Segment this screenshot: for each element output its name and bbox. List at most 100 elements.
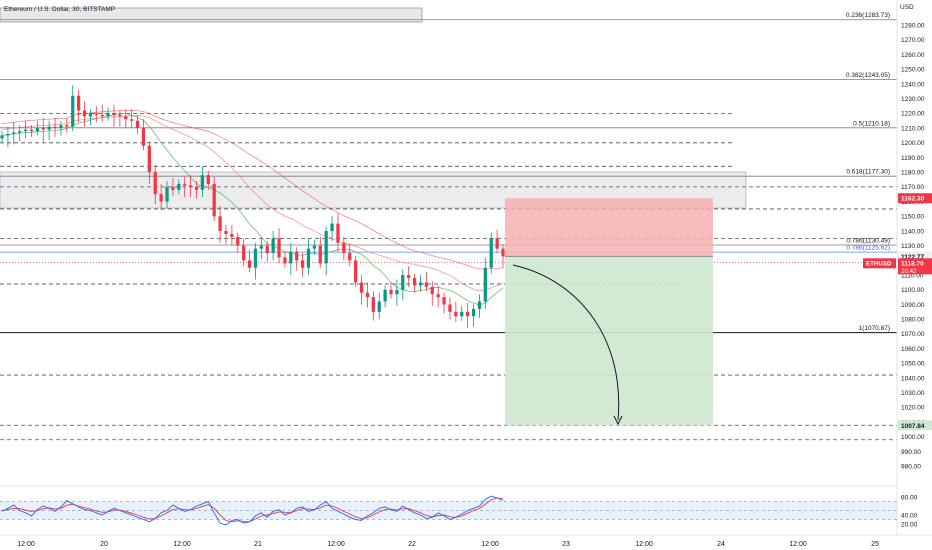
rsi-tick-label: 80.00 (901, 494, 918, 501)
rsi-band (0, 501, 897, 520)
candle-body (495, 238, 499, 249)
candle-body (436, 294, 440, 298)
candle-body (448, 304, 452, 312)
price-tick-label: 990.00 (901, 449, 921, 456)
candle-body (371, 297, 375, 312)
price-tick-label: 1190.00 (901, 155, 924, 162)
candle-body (0, 135, 4, 139)
candle-body (159, 194, 163, 202)
candle-body (283, 257, 287, 264)
candle-body (359, 282, 364, 293)
candle-body (188, 185, 193, 187)
entry-price-tag-bg (898, 251, 932, 262)
candle-body (442, 297, 446, 305)
arrow-head-icon (613, 415, 623, 426)
candle-body (35, 128, 39, 132)
ma-mid-line (1, 114, 504, 292)
candle-body (259, 245, 263, 249)
candle-body (377, 301, 381, 312)
time-axis[interactable]: 12:00 20 12:00 21 12:00 22 12:00 23 12:00 24 12:00… (0, 534, 932, 548)
price-tick-label: 1170.00 (901, 184, 924, 191)
candle-body (407, 275, 411, 279)
candle-body (6, 133, 10, 136)
rsi-ma-line (1, 497, 504, 523)
entry-price-tag: 1122.77 (901, 254, 925, 261)
price-tick-label: 1230.00 (901, 96, 925, 103)
candle-body (147, 145, 151, 173)
target-price-tag: 1007.84 (901, 423, 925, 430)
time-tick-label: 12:00 (789, 541, 807, 548)
candle-body (389, 289, 393, 295)
candle-body (336, 223, 340, 243)
price-tick-label: 1220.00 (901, 111, 925, 118)
candle-body (218, 216, 222, 231)
candle-body (265, 245, 269, 254)
rsi-tick-label: 40.00 (901, 512, 918, 519)
candle-body (466, 311, 470, 317)
candle-body (177, 183, 181, 190)
price-tick-label: 1150.00 (901, 214, 924, 221)
candle-body (23, 129, 28, 132)
symbol-tag: ETHUSD (866, 260, 892, 267)
price-tick-label: 1140.00 (901, 228, 924, 235)
candle-body (135, 120, 140, 129)
candle-body (183, 183, 187, 186)
price-axis[interactable]: 980.00990.001000.001010.001020.001030.00… (863, 0, 932, 535)
price-tick-label: 1240.00 (901, 81, 925, 88)
candle-body (18, 131, 22, 133)
take-profit-zone (505, 256, 713, 426)
candle-body (112, 113, 116, 115)
time-tick-label: 12:00 (17, 541, 35, 548)
countdown-tag: 20:42 (901, 268, 917, 275)
candle-body (253, 248, 258, 268)
candle-body (471, 308, 476, 317)
candle-body (41, 128, 45, 130)
candle-body (29, 129, 34, 132)
candle-body (460, 311, 464, 317)
time-tick-label: 12:00 (327, 541, 345, 548)
candle-body (82, 110, 87, 117)
price-tick-label: 1180.00 (901, 170, 924, 177)
price-tick-label: 1020.00 (901, 405, 925, 412)
candle-body (330, 223, 334, 231)
candle-body (194, 186, 199, 190)
candle-body (477, 301, 482, 309)
chart-title: Ethereum / U.S. Dollar, 30, BITSTAMP (4, 6, 115, 13)
rsi-line (1, 495, 504, 526)
candlesticks (0, 85, 505, 329)
time-tick-label: 21 (254, 541, 262, 548)
candle-body (130, 119, 134, 121)
candle-body (306, 248, 311, 268)
candle-body (354, 260, 358, 283)
price-tick-label: 1100.00 (901, 287, 924, 294)
candle-body (295, 251, 299, 261)
price-tick-label: 1200.00 (901, 140, 925, 147)
fib-level-label: 1(1070.87) (859, 325, 890, 332)
price-tick-label: 1080.00 (901, 317, 925, 324)
short-position-box[interactable] (505, 198, 713, 426)
fib-level-label: 0.786(1130.49) (846, 237, 890, 244)
candle-body (430, 286, 434, 295)
candle-body (141, 128, 146, 146)
time-tick-label: 20 (100, 541, 108, 548)
candle-body (124, 116, 128, 120)
candle-body (200, 175, 205, 190)
candle-body (206, 175, 210, 184)
price-tick-label: 1030.00 (901, 390, 925, 397)
horizontal-levels: 0.236(1283.73) 0.382(1243.05) 0.5(1210.18)… (0, 12, 897, 441)
candle-body (118, 114, 122, 117)
price-tick-label: 1130.00 (901, 243, 924, 250)
time-tick-label: 12:00 (635, 541, 653, 548)
price-tick-label: 1050.00 (901, 361, 925, 368)
price-tick-label: 1110.00 (901, 272, 924, 279)
symbol-tag-bg (863, 258, 896, 269)
top-supply-zone (0, 7, 423, 23)
candle-body (501, 248, 505, 257)
candle-body (418, 282, 423, 286)
candle-body (106, 113, 110, 117)
time-tick-label: 12:00 (481, 541, 499, 548)
candle-body (171, 186, 175, 190)
candle-body (247, 260, 252, 268)
candle-body (153, 172, 157, 195)
